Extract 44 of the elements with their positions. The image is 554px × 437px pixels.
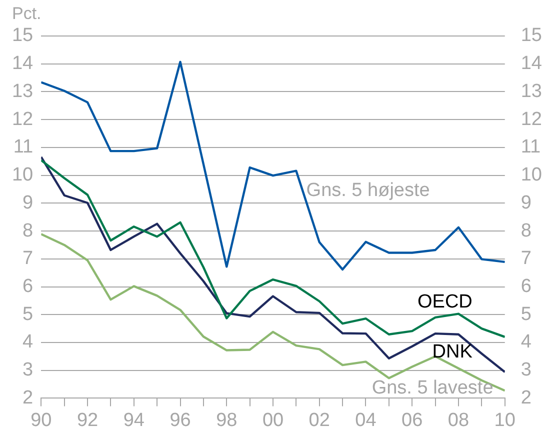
x-tick-label: 06 — [402, 410, 423, 431]
y-tick-label: 15 — [12, 25, 34, 46]
y2-tick-label: 6 — [520, 276, 532, 297]
y2-tick-label: 5 — [520, 304, 532, 325]
y2-tick-label: 8 — [520, 220, 532, 242]
y-tick-label: 12 — [12, 108, 34, 130]
y-tick-label: 10 — [12, 164, 34, 186]
series-label: DNK — [432, 341, 473, 362]
y2-tick-label: 13 — [520, 80, 542, 102]
x-tick-label: 02 — [308, 410, 330, 431]
y-tick-label: 9 — [22, 192, 34, 214]
y2-tick-label: 4 — [520, 332, 532, 353]
x-tick-label: 08 — [448, 410, 470, 431]
y2-tick-label: 14 — [520, 53, 542, 74]
y-tick-label: 13 — [12, 80, 34, 102]
y-tick-label: 5 — [22, 304, 34, 325]
y2-tick-label: 9 — [520, 192, 532, 214]
y-tick-label: 3 — [22, 360, 34, 381]
y-tick-label: 4 — [22, 332, 34, 353]
y-tick-label: 7 — [22, 248, 34, 270]
y-tick-label: 2 — [22, 387, 34, 408]
series-label: Gns. 5 højeste — [306, 180, 430, 201]
series-label: OECD — [418, 291, 472, 312]
y-tick-label: 8 — [22, 220, 34, 242]
x-tick-label: 96 — [170, 410, 191, 431]
x-tick-label: 04 — [355, 410, 377, 431]
x-tick-label: 92 — [76, 410, 98, 431]
y2-tick-label: 3 — [520, 360, 532, 381]
y-tick-label: 11 — [13, 136, 34, 158]
series-label: Gns. 5 laveste — [372, 378, 494, 399]
y-tick-label: 14 — [12, 53, 34, 74]
y2-tick-label: 2 — [520, 387, 532, 408]
y-tick-label: 6 — [22, 276, 34, 297]
y2-tick-label: 11 — [520, 136, 541, 158]
x-tick-label: 10 — [494, 410, 516, 431]
y-axis-title: Pct. — [12, 4, 42, 24]
x-tick-label: 90 — [30, 410, 52, 431]
x-tick-label: 94 — [123, 410, 145, 431]
y2-tick-label: 10 — [520, 164, 542, 186]
x-tick-label: 00 — [262, 410, 284, 431]
y2-tick-label: 7 — [520, 248, 532, 270]
y2-tick-label: 15 — [520, 25, 542, 46]
x-tick-label: 98 — [216, 410, 238, 431]
y2-tick-label: 12 — [520, 108, 542, 130]
